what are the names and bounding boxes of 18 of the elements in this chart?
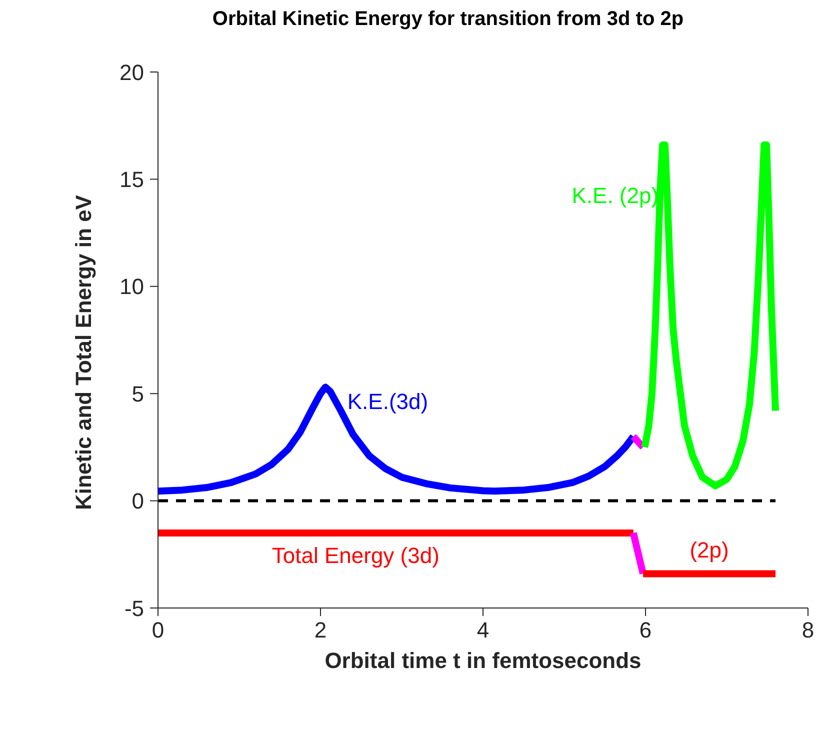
y-tick-label: 5 — [132, 381, 144, 406]
x-tick-label: 2 — [314, 618, 327, 643]
y-axis-title: Kinetic and Total Energy in eV — [70, 194, 96, 510]
series-label: K.E. (2p) — [572, 182, 659, 208]
x-tick-label: 8 — [802, 618, 814, 643]
y-tick-label: -5 — [124, 596, 144, 621]
y-tick-label: 20 — [120, 60, 144, 85]
x-axis-title: Orbital time t in femtoseconds — [324, 648, 642, 673]
series-label: K.E.(3d) — [347, 389, 428, 414]
y-tick-label: 15 — [120, 167, 144, 192]
x-tick-label: 0 — [152, 618, 164, 643]
x-tick-label: 4 — [476, 618, 490, 643]
y-tick-label: 10 — [120, 274, 144, 300]
series-label: (2p) — [690, 538, 729, 563]
series-label: Total Energy (3d) — [272, 542, 440, 568]
chart-title: Orbital Kinetic Energy for transition from 3d to 2p — [211, 8, 685, 32]
y-tick-label: 0 — [132, 488, 144, 514]
x-tick-label: 6 — [639, 618, 652, 643]
